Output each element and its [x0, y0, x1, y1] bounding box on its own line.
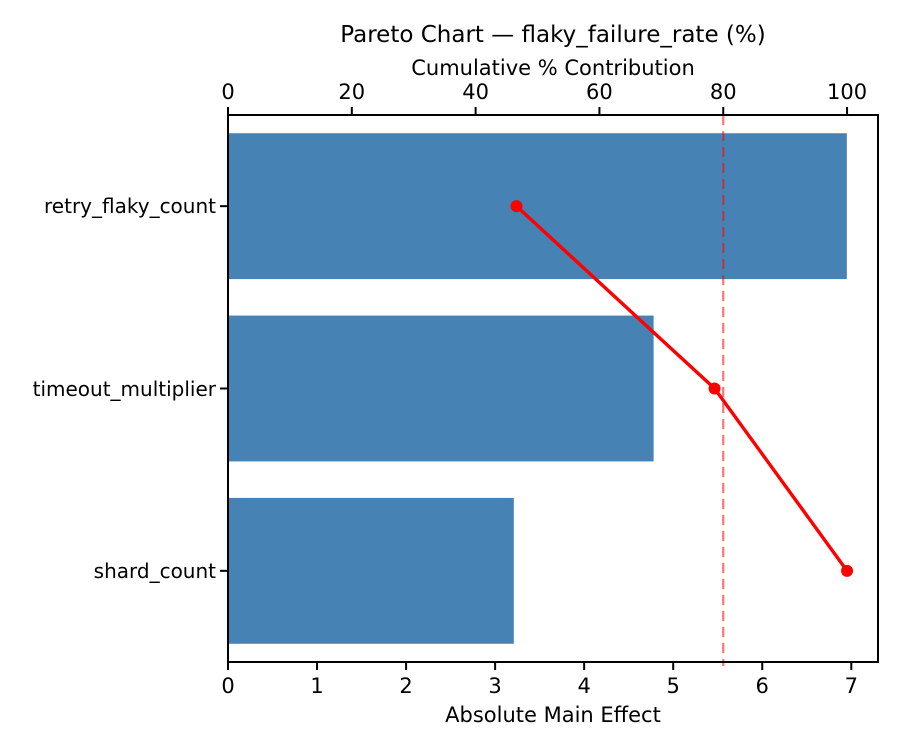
cumulative-point-timeout_multiplier [708, 382, 721, 395]
bottom-tick-label-3: 3 [488, 674, 502, 698]
bottom-tick-label-6: 6 [755, 674, 769, 698]
top-tick-label-100: 100 [827, 80, 868, 104]
top-axis-label: Cumulative % Contribution [411, 56, 695, 80]
bar-retry_flaky_count [228, 133, 847, 280]
plot-border [227, 114, 879, 663]
bar-shard_count [228, 497, 514, 644]
category-label-retry_flaky_count: retry_flaky_count [44, 194, 216, 219]
cumulative-point-retry_flaky_count [510, 200, 523, 213]
bottom-tick-label-5: 5 [666, 674, 680, 698]
bottom-axis-label: Absolute Main Effect [445, 703, 661, 727]
top-tick-label-80: 80 [709, 80, 737, 104]
bottom-tick-label-1: 1 [310, 674, 324, 698]
bottom-tick-label-0: 0 [221, 674, 235, 698]
bottom-tick-label-2: 2 [399, 674, 413, 698]
bottom-tick-label-4: 4 [577, 674, 591, 698]
category-label-timeout_multiplier: timeout_multiplier [32, 376, 216, 401]
bar-timeout_multiplier [228, 315, 654, 462]
bottom-tick-label-7: 7 [844, 674, 858, 698]
top-tick-label-60: 60 [586, 80, 613, 104]
cumulative-point-shard_count [841, 564, 854, 577]
top-tick-label-20: 20 [338, 80, 366, 104]
category-label-shard_count: shard_count [93, 558, 216, 583]
top-tick-label-0: 0 [221, 80, 235, 104]
top-tick-label-40: 40 [462, 80, 489, 104]
chart-title: Pareto Chart — flaky_failure_rate (%) [340, 22, 766, 48]
